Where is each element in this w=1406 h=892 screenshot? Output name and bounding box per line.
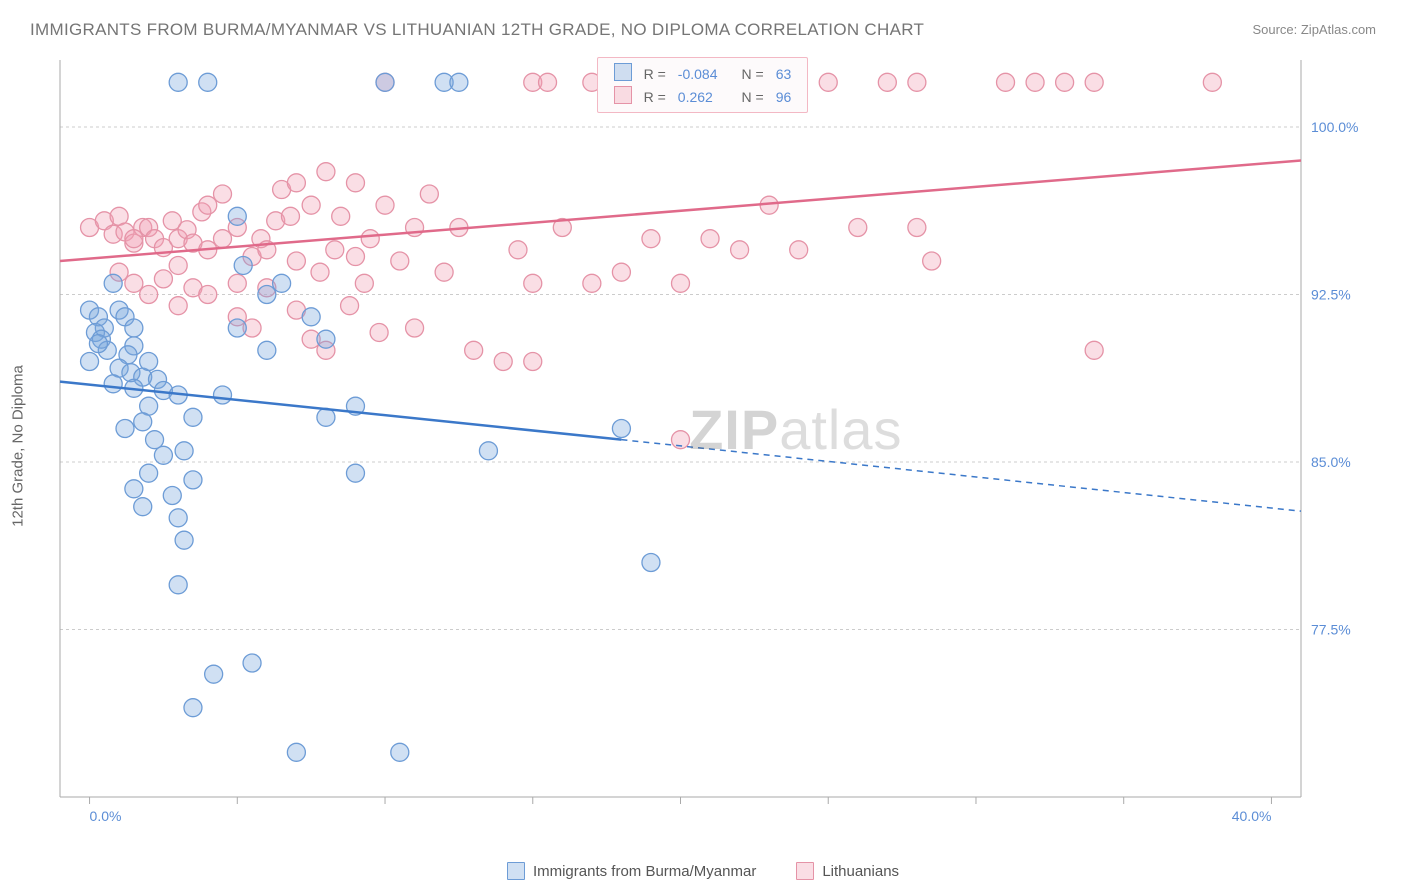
legend-item-a: Immigrants from Burma/Myanmar — [507, 862, 756, 880]
svg-text:0.0%: 0.0% — [90, 808, 122, 824]
r-value-b: 0.262 — [672, 85, 724, 108]
svg-text:100.0%: 100.0% — [1311, 119, 1358, 135]
r-label: R = — [638, 62, 672, 85]
correlation-legend-row-b: R = 0.262 N = 96 — [608, 85, 798, 108]
legend-label-a: Immigrants from Burma/Myanmar — [533, 863, 756, 880]
correlation-legend-table: R = -0.084 N = 63 R = 0.262 N = 96 — [608, 62, 798, 108]
n-label: N = — [736, 62, 770, 85]
chart-title: IMMIGRANTS FROM BURMA/MYANMAR VS LITHUAN… — [30, 20, 924, 40]
svg-text:77.5%: 77.5% — [1311, 622, 1351, 638]
correlation-legend: R = -0.084 N = 63 R = 0.262 N = 96 — [597, 57, 809, 113]
n-value-b: 96 — [770, 85, 798, 108]
legend-label-b: Lithuanians — [822, 863, 899, 880]
source-attribution: Source: ZipAtlas.com — [1252, 22, 1376, 37]
legend-swatch-b-icon — [796, 862, 814, 880]
y-axis-label: 12th Grade, No Diploma — [10, 365, 27, 527]
correlation-legend-row-a: R = -0.084 N = 63 — [608, 62, 798, 85]
n-value-a: 63 — [770, 62, 798, 85]
r-label: R = — [638, 85, 672, 108]
legend-swatch-a — [614, 63, 632, 81]
svg-text:85.0%: 85.0% — [1311, 454, 1351, 470]
svg-text:92.5%: 92.5% — [1311, 287, 1351, 303]
legend-swatch-a-icon — [507, 862, 525, 880]
chart-area: 77.5%85.0%92.5%100.0%0.0%40.0% ZIPatlas … — [55, 55, 1376, 832]
legend-item-b: Lithuanians — [796, 862, 899, 880]
legend-bottom: Immigrants from Burma/Myanmar Lithuanian… — [0, 862, 1406, 880]
n-label: N = — [736, 85, 770, 108]
r-value-a: -0.084 — [672, 62, 724, 85]
legend-swatch-b — [614, 86, 632, 104]
scatter-chart: 77.5% 85.0% 92.5% 100.0% 0.0% 40.0% — [55, 55, 1376, 832]
svg-text:40.0%: 40.0% — [1232, 808, 1272, 824]
